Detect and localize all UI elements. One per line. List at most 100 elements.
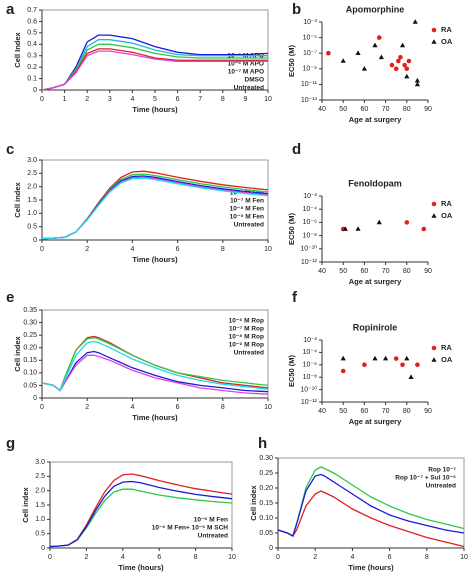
x-tick-label: 5 — [153, 96, 157, 103]
y-axis-label: Cell Index — [13, 31, 22, 67]
legend-label: OA — [441, 211, 453, 220]
y-tick-label: 10⁻¹⁰ — [300, 245, 317, 253]
y-axis-label: Cell index — [13, 181, 22, 217]
y-tick-label: 0.35 — [23, 307, 37, 314]
legend-label: RA — [441, 199, 452, 208]
x-tick-label: 90 — [424, 106, 432, 113]
legend-label: 10⁻⁹ M Fen — [230, 214, 264, 221]
legend-label: Rop 10⁻⁷ — [428, 467, 456, 474]
y-tick-label: 10⁻¹¹ — [301, 81, 318, 88]
legend-marker — [431, 27, 437, 33]
point — [355, 226, 361, 231]
x-tick-label: 70 — [382, 106, 390, 113]
chart-title: Apomorphine — [346, 4, 405, 14]
data-line — [41, 177, 269, 240]
legend-label: Untreated — [234, 85, 264, 92]
y-tick-label: 2.0 — [35, 488, 45, 495]
x-tick-label: 6 — [176, 246, 180, 253]
chart-title: Fenoldopam — [348, 178, 402, 188]
x-tick-label: 0 — [40, 96, 44, 103]
x-axis-label: Age at surgery — [349, 417, 402, 426]
y-tick-label: 0.4 — [27, 41, 37, 48]
x-tick-label: 6 — [157, 554, 161, 561]
y-tick-label: 0 — [41, 545, 45, 552]
panel-letter: f — [292, 289, 298, 306]
legend-label: 10⁻⁶ M Fen — [194, 517, 228, 524]
legend-label: DMSO — [245, 77, 265, 84]
plot-frame — [322, 22, 428, 100]
point — [376, 35, 382, 40]
y-axis-label: Cell index — [249, 484, 258, 520]
y-tick-label: 10⁻⁵ — [303, 34, 317, 41]
data-line — [49, 480, 233, 548]
point — [372, 355, 378, 361]
point — [404, 73, 410, 79]
plot-frame — [322, 196, 428, 262]
point — [362, 362, 367, 368]
legend-label: 10⁻⁹ M Rop — [229, 342, 264, 349]
x-tick-label: 10 — [264, 246, 272, 253]
panel: c 0 2 4 6 8 10 0 0.5 1.0 1.5 2.0 2.5 3.0 Time (hours) C… — [6, 141, 272, 264]
legend-label: Untreated — [234, 350, 264, 357]
legend-label: Untreated — [426, 483, 456, 490]
y-axis-label: EC50 (M) — [287, 212, 296, 245]
x-tick-label: 3 — [108, 96, 112, 103]
point — [389, 62, 395, 68]
y-tick-label: 1.0 — [27, 210, 37, 217]
y-tick-label: 0.5 — [27, 224, 37, 231]
legend-label: Rop 10⁻⁷ + Sul 10⁻⁶ — [395, 475, 456, 482]
y-tick-label: 0.25 — [23, 332, 37, 339]
point — [340, 368, 346, 374]
point — [340, 355, 346, 361]
y-tick-label: 0.5 — [35, 531, 45, 538]
x-tick-label: 70 — [382, 268, 390, 275]
point — [400, 362, 405, 368]
y-tick-label: 0.1 — [27, 75, 37, 82]
x-tick-label: 0 — [40, 404, 44, 411]
panel: f Ropinirole 40 50 60 70 80 90 10⁻² 10⁻⁴ 10⁻⁶ 10⁻⁸ 1… — [287, 289, 453, 426]
point — [340, 58, 346, 63]
legend-label: RA — [441, 25, 452, 34]
x-tick-label: 9 — [243, 96, 247, 103]
y-tick-label: 0.2 — [27, 64, 37, 71]
legend-label: 10⁻⁷ M Rop — [229, 326, 264, 333]
y-tick-label: 10⁻² — [303, 193, 317, 200]
x-tick-label: 80 — [403, 408, 411, 415]
x-tick-label: 60 — [361, 408, 369, 415]
y-tick-label: 0.6 — [27, 18, 37, 25]
legend-marker — [431, 39, 437, 44]
y-tick-label: 10⁻⁶ — [303, 362, 317, 369]
panel-letter: g — [6, 435, 15, 452]
x-tick-label: 4 — [130, 404, 134, 411]
y-tick-label: 10⁻¹⁰ — [300, 385, 317, 393]
panel-letter: e — [6, 289, 14, 306]
x-tick-label: 7 — [198, 96, 202, 103]
y-tick-label: 0.20 — [259, 485, 273, 492]
x-tick-label: 10 — [228, 554, 236, 561]
y-axis-label: EC50 (M) — [287, 44, 296, 77]
x-tick-label: 4 — [130, 246, 134, 253]
legend-label: Untreated — [198, 533, 228, 540]
x-tick-label: 80 — [403, 106, 411, 113]
x-axis-label: Time (hours) — [132, 255, 178, 264]
legend-marker — [431, 213, 437, 218]
y-tick-label: 0.25 — [259, 470, 273, 477]
y-tick-label: 10⁻⁹ — [303, 66, 317, 73]
plot-frame — [322, 340, 428, 402]
x-tick-label: 0 — [48, 554, 52, 561]
point — [412, 19, 418, 24]
x-tick-label: 8 — [221, 404, 225, 411]
y-tick-label: 10⁻⁴ — [303, 349, 318, 356]
chart-title: Ropinirole — [353, 322, 398, 332]
y-tick-label: 1.5 — [27, 197, 37, 204]
x-tick-label: 4 — [121, 554, 125, 561]
point — [361, 66, 367, 71]
point — [399, 42, 406, 48]
y-tick-label: 0.30 — [23, 319, 37, 326]
y-tick-label: 10⁻¹² — [301, 259, 318, 266]
x-axis-label: Time (hours) — [132, 105, 178, 114]
y-tick-label: 0.05 — [259, 530, 273, 537]
point — [402, 62, 407, 68]
point — [414, 81, 420, 87]
